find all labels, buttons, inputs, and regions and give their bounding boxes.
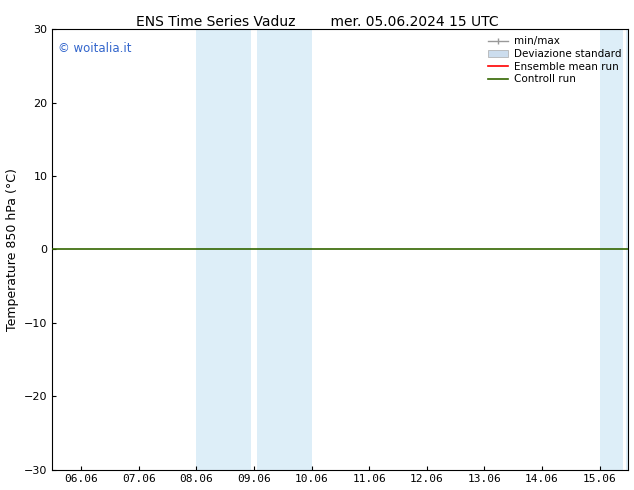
Text: ENS Time Series Vaduz        mer. 05.06.2024 15 UTC: ENS Time Series Vaduz mer. 05.06.2024 15… (136, 15, 498, 29)
Bar (600, 29, 623, 469)
Bar (197, 29, 251, 469)
Bar (257, 29, 312, 469)
Legend: min/max, Deviazione standard, Ensemble mean run, Controll run: min/max, Deviazione standard, Ensemble m… (486, 34, 623, 86)
Bar (626, 29, 628, 469)
Y-axis label: Temperature 850 hPa (°C): Temperature 850 hPa (°C) (6, 168, 18, 331)
Text: © woitalia.it: © woitalia.it (58, 42, 132, 55)
